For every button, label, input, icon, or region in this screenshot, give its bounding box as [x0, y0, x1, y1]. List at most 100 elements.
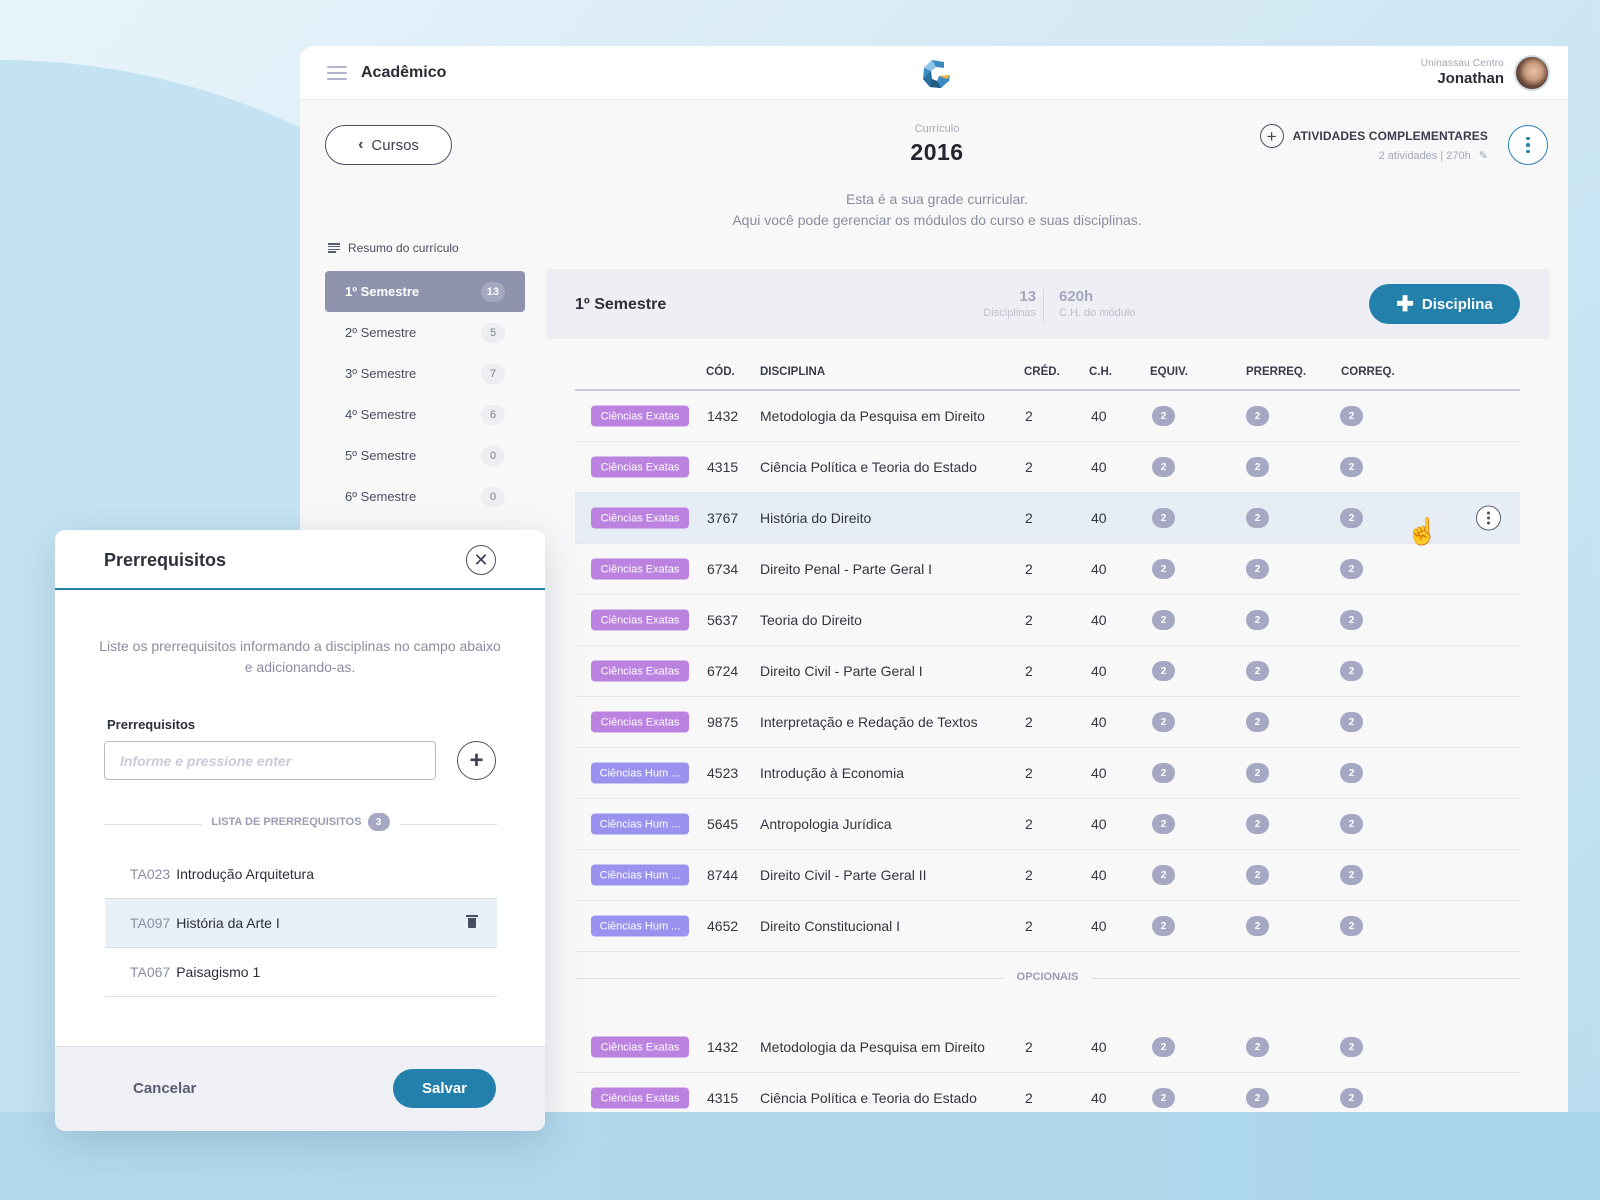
table-row[interactable]: Ciências Exatas 1432 Metodologia da Pesqui…: [575, 391, 1520, 442]
prerequisites-badge[interactable]: 2: [1246, 1088, 1269, 1108]
trash-icon[interactable]: [466, 915, 478, 928]
equivalents-badge[interactable]: 2: [1152, 763, 1175, 783]
column-header-disciplina[interactable]: DISCIPLINA: [760, 366, 826, 378]
modal-title: Prerrequisitos: [104, 550, 227, 570]
semester-label: 4º Semestre: [345, 407, 417, 422]
corequisites-badge[interactable]: 2: [1340, 406, 1363, 426]
equivalents-badge[interactable]: 2: [1152, 1037, 1175, 1057]
corequisites-badge[interactable]: 2: [1340, 559, 1363, 579]
discipline-code: 4523: [707, 765, 739, 781]
list-item[interactable]: TA023 Introdução Arquitetura: [105, 850, 497, 899]
table-row[interactable]: Ciências Hum ... 4523 Introdução à Economi…: [575, 748, 1520, 799]
prerequisites-badge[interactable]: 2: [1246, 559, 1269, 579]
equivalents-badge[interactable]: 2: [1152, 865, 1175, 885]
discipline-credits: 2: [1025, 918, 1033, 934]
sidebar-item-semester-3[interactable]: 3º Semestre 7: [325, 353, 525, 394]
edit-pencil-icon[interactable]: ✎: [1478, 150, 1488, 162]
optional-label: OPCIONAIS: [1002, 971, 1093, 983]
table-row[interactable]: Ciências Exatas 6724 Direito Civil - Parte…: [575, 646, 1520, 697]
more-options-button[interactable]: [1508, 125, 1548, 165]
prerequisites-badge[interactable]: 2: [1246, 916, 1269, 936]
corequisites-badge[interactable]: 2: [1340, 712, 1363, 732]
corequisites-badge[interactable]: 2: [1340, 661, 1363, 681]
module-hours: 620h: [1059, 288, 1094, 305]
column-header-cred[interactable]: CRÉD.: [1024, 366, 1060, 378]
equivalents-badge[interactable]: 2: [1152, 1088, 1175, 1108]
table-row[interactable]: Ciências Exatas 6734 Direito Penal - Parte…: [575, 544, 1520, 595]
sidebar-item-semester-6[interactable]: 6º Semestre 0: [325, 476, 525, 517]
corequisites-badge[interactable]: 2: [1340, 508, 1363, 528]
semester-label: 3º Semestre: [345, 366, 417, 381]
table-row[interactable]: Ciências Hum ... 4652 Direito Constitucion…: [575, 901, 1520, 952]
prerequisites-badge[interactable]: 2: [1246, 406, 1269, 426]
corequisites-badge[interactable]: 2: [1340, 865, 1363, 885]
cancel-button[interactable]: Cancelar: [133, 1080, 197, 1097]
module-header: 1º Semestre 13 Disciplinas 620h C.H. do …: [546, 269, 1550, 339]
prerequisites-badge[interactable]: 2: [1246, 508, 1269, 528]
equivalents-badge[interactable]: 2: [1152, 559, 1175, 579]
activities-count: 2 atividades: [1378, 150, 1438, 162]
prerequisites-badge[interactable]: 2: [1246, 457, 1269, 477]
column-header-equiv[interactable]: EQUIV.: [1150, 366, 1188, 378]
column-header-cod[interactable]: CÓD.: [706, 366, 735, 378]
table-row[interactable]: Ciências Exatas 4315 Ciência Política e Te…: [575, 1073, 1520, 1112]
prerequisites-badge[interactable]: 2: [1246, 610, 1269, 630]
save-button[interactable]: Salvar: [393, 1069, 496, 1108]
user-info[interactable]: Uninassau Centro Jonathan: [1421, 58, 1504, 87]
table-row[interactable]: Ciências Exatas 4315 Ciência Política e Te…: [575, 442, 1520, 493]
column-header-ch[interactable]: C.H.: [1089, 366, 1112, 378]
corequisites-badge[interactable]: 2: [1340, 1037, 1363, 1057]
corequisites-badge[interactable]: 2: [1340, 1088, 1363, 1108]
avatar[interactable]: [1514, 55, 1550, 91]
close-icon[interactable]: ✕: [466, 545, 496, 575]
sidebar-item-semester-2[interactable]: 2º Semestre 5: [325, 312, 525, 353]
sidebar-item-semester-4[interactable]: 4º Semestre 6: [325, 394, 525, 435]
discipline-code: 5637: [707, 612, 739, 628]
module-title: 1º Semestre: [575, 296, 667, 313]
add-prerequisite-button[interactable]: +: [457, 741, 496, 780]
table-row[interactable]: Ciências Hum ... 5645 Antropologia Jurídic…: [575, 799, 1520, 850]
equivalents-badge[interactable]: 2: [1152, 916, 1175, 936]
list-item[interactable]: TA067 Paisagismo 1: [105, 948, 497, 997]
equivalents-badge[interactable]: 2: [1152, 406, 1175, 426]
prerequisites-badge[interactable]: 2: [1246, 712, 1269, 732]
prerequisites-badge[interactable]: 2: [1246, 1037, 1269, 1057]
equivalents-badge[interactable]: 2: [1152, 457, 1175, 477]
list-heading: LISTA DE PRERREQUISITOS 3: [201, 813, 400, 831]
prerequisites-input[interactable]: [104, 741, 436, 780]
table-row[interactable]: Ciências Exatas 3767 História do Direito 2 4…: [575, 493, 1520, 544]
equivalents-badge[interactable]: 2: [1152, 661, 1175, 681]
column-header-correq[interactable]: CORREQ.: [1341, 366, 1395, 378]
add-activity-button[interactable]: +: [1259, 124, 1284, 148]
prerequisites-badge[interactable]: 2: [1246, 763, 1269, 783]
description-line-1: Esta é a sua grade curricular.: [845, 191, 1029, 207]
corequisites-badge[interactable]: 2: [1340, 763, 1363, 783]
column-header-prerreq[interactable]: PRERREQ.: [1246, 366, 1307, 378]
equivalents-badge[interactable]: 2: [1152, 814, 1175, 834]
equivalents-badge[interactable]: 2: [1152, 610, 1175, 630]
row-options-button[interactable]: [1476, 505, 1501, 531]
prerequisites-badge[interactable]: 2: [1246, 814, 1269, 834]
list-item[interactable]: TA097 História da Arte I: [105, 899, 497, 948]
table-row[interactable]: Ciências Hum ... 8744 Direito Civil - Part…: [575, 850, 1520, 901]
sidebar-item-semester-5[interactable]: 5º Semestre 0: [325, 435, 525, 476]
discipline-hours: 40: [1091, 612, 1107, 628]
table-row[interactable]: Ciências Exatas 5637 Teoria do Direito 2 40 2…: [575, 595, 1520, 646]
corequisites-badge[interactable]: 2: [1340, 814, 1363, 834]
corequisites-badge[interactable]: 2: [1340, 916, 1363, 936]
prerequisites-badge[interactable]: 2: [1246, 661, 1269, 681]
module-hours-label: C.H. do módulo: [1059, 307, 1136, 319]
equivalents-badge[interactable]: 2: [1152, 712, 1175, 732]
corequisites-badge[interactable]: 2: [1340, 457, 1363, 477]
table-row[interactable]: Ciências Exatas 1432 Metodologia da Pesqui…: [575, 1022, 1520, 1073]
curriculum-summary-link[interactable]: Resumo do currículo: [328, 241, 459, 255]
table-row[interactable]: Ciências Exatas 9875 Interpretação e Redaç…: [575, 697, 1520, 748]
user-name: Jonathan: [1437, 70, 1504, 87]
menu-icon[interactable]: [327, 66, 347, 80]
equivalents-badge[interactable]: 2: [1152, 508, 1175, 528]
back-to-courses-button[interactable]: ‹ Cursos: [325, 125, 452, 165]
prerequisites-badge[interactable]: 2: [1246, 865, 1269, 885]
sidebar-item-semester-1[interactable]: 1º Semestre 13: [325, 271, 525, 312]
corequisites-badge[interactable]: 2: [1340, 610, 1363, 630]
add-discipline-button[interactable]: ✚ Disciplina: [1369, 284, 1520, 324]
